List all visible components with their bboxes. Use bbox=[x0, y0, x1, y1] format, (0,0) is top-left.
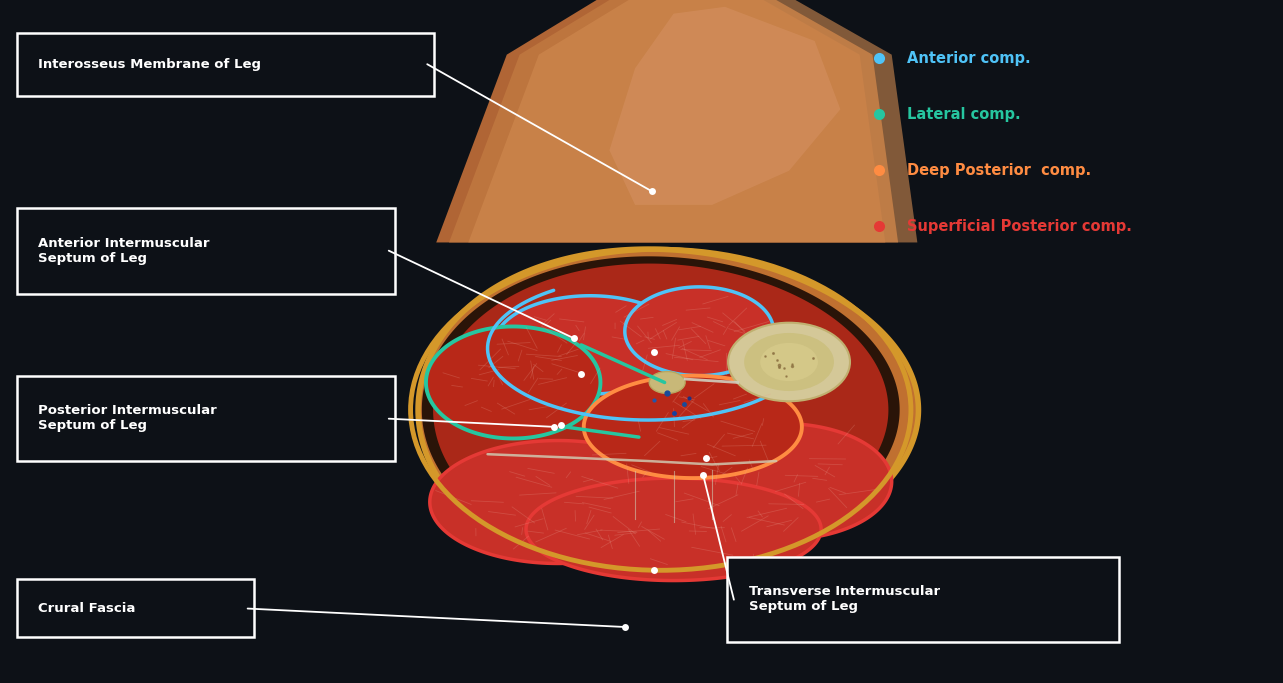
Text: Posterior Intermuscular
Septum of Leg: Posterior Intermuscular Septum of Leg bbox=[38, 404, 217, 432]
Ellipse shape bbox=[729, 322, 849, 401]
FancyBboxPatch shape bbox=[17, 376, 395, 461]
Polygon shape bbox=[609, 7, 840, 205]
Polygon shape bbox=[494, 296, 686, 394]
Ellipse shape bbox=[649, 372, 685, 393]
Polygon shape bbox=[674, 423, 892, 540]
Text: Transverse Intermuscular
Septum of Leg: Transverse Intermuscular Septum of Leg bbox=[749, 585, 940, 613]
Polygon shape bbox=[584, 376, 802, 478]
FancyBboxPatch shape bbox=[17, 33, 434, 96]
Polygon shape bbox=[468, 0, 917, 242]
Text: Anterior comp.: Anterior comp. bbox=[907, 51, 1030, 66]
Polygon shape bbox=[422, 256, 899, 563]
Text: Crural Fascia: Crural Fascia bbox=[38, 602, 136, 615]
Polygon shape bbox=[625, 287, 774, 376]
Text: Superficial Posterior comp.: Superficial Posterior comp. bbox=[907, 219, 1132, 234]
Polygon shape bbox=[430, 441, 686, 563]
Polygon shape bbox=[449, 0, 898, 242]
Polygon shape bbox=[418, 249, 919, 570]
Ellipse shape bbox=[744, 333, 834, 391]
FancyBboxPatch shape bbox=[17, 579, 254, 637]
Polygon shape bbox=[426, 326, 600, 438]
FancyBboxPatch shape bbox=[727, 557, 1119, 642]
Ellipse shape bbox=[760, 343, 819, 381]
Polygon shape bbox=[434, 264, 888, 556]
Text: Deep Posterior  comp.: Deep Posterior comp. bbox=[907, 163, 1092, 178]
Polygon shape bbox=[526, 478, 821, 581]
Text: Lateral comp.: Lateral comp. bbox=[907, 107, 1021, 122]
Text: Anterior Intermuscular
Septum of Leg: Anterior Intermuscular Septum of Leg bbox=[38, 237, 210, 265]
FancyBboxPatch shape bbox=[17, 208, 395, 294]
Text: Interosseus Membrane of Leg: Interosseus Membrane of Leg bbox=[38, 57, 262, 71]
Polygon shape bbox=[436, 0, 885, 242]
